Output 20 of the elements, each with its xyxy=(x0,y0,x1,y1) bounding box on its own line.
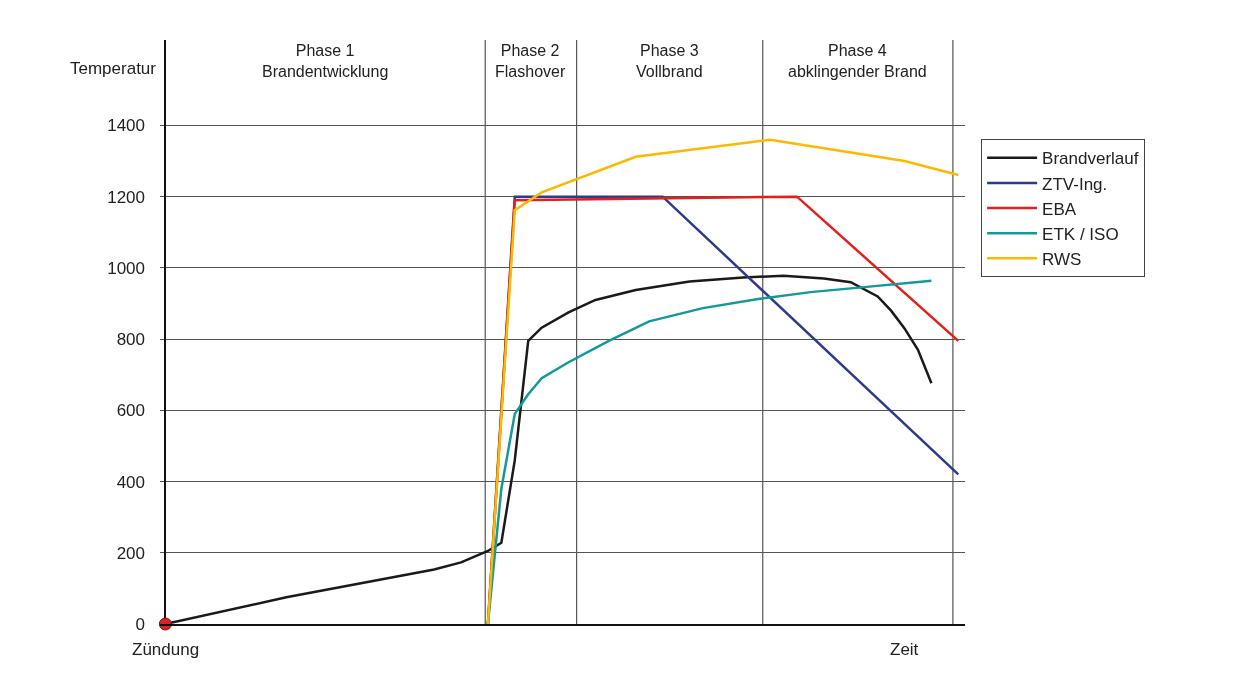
y-axis-title: Temperatur xyxy=(70,59,157,78)
y-tick-label: 200 xyxy=(116,543,145,563)
y-tick-label: 1400 xyxy=(107,116,145,136)
y-tick-label: 1000 xyxy=(107,258,145,278)
annotation: Phase 2 Flashover xyxy=(495,42,566,80)
annotation: Phase 4 abklingender Brand xyxy=(788,42,927,80)
legend-label: ZTV-Ing. xyxy=(1042,174,1108,194)
annotation: Phase 3 Vollbrand xyxy=(636,42,703,80)
text: Zündung xyxy=(132,640,200,659)
legend-label: EBA xyxy=(1042,199,1077,219)
y-tick-label: 400 xyxy=(116,472,145,492)
y-tick-label: 800 xyxy=(116,330,145,350)
legend-label: ETK / ISO xyxy=(1042,224,1119,244)
annotation: Phase 1 Brandentwicklung xyxy=(262,42,389,80)
legend-label: Brandverlauf xyxy=(1042,149,1139,169)
y-tick-label: 1200 xyxy=(107,187,145,207)
y-tick-label: 0 xyxy=(135,614,145,634)
legend-label: RWS xyxy=(1042,249,1082,269)
y-tick-label: 600 xyxy=(116,401,145,421)
x-axis-title: Zeit xyxy=(890,640,919,659)
